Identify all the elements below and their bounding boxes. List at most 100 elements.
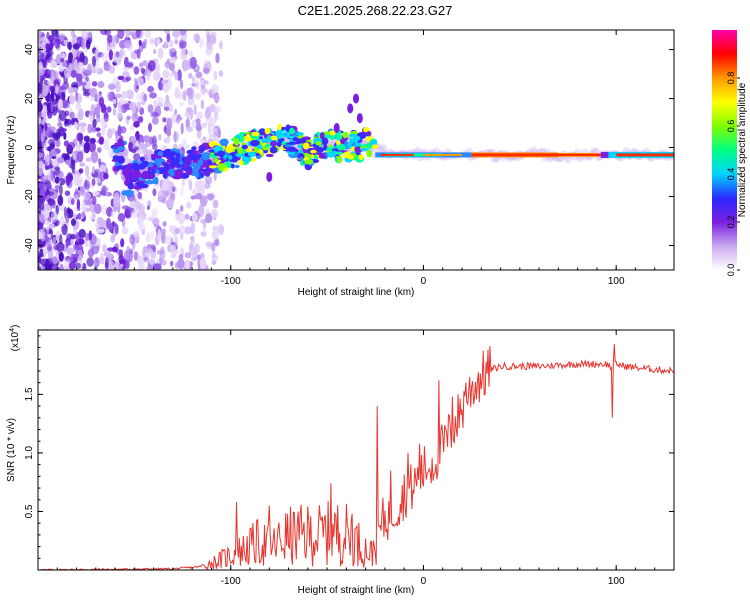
signal-blob xyxy=(148,173,155,179)
signal-blob xyxy=(321,137,329,145)
y-tick-label: 0.5 xyxy=(24,504,35,518)
noise-blob xyxy=(174,108,178,115)
noise-blob xyxy=(153,99,158,108)
noise-blob xyxy=(78,254,83,264)
noise-blob xyxy=(193,104,197,116)
noise-blob xyxy=(210,31,217,38)
signal-blob xyxy=(277,123,282,131)
noise-blob xyxy=(168,39,174,48)
noise-blob xyxy=(119,49,124,59)
chart-title: C2E1.2025.268.22.23.G27 xyxy=(297,3,453,18)
noise-blob xyxy=(85,157,92,162)
noise-blob xyxy=(137,116,143,123)
noise-blob xyxy=(110,234,115,243)
noise-blob xyxy=(117,213,126,222)
noise-blob xyxy=(81,202,87,211)
noise-blob xyxy=(139,107,145,115)
noise-blob xyxy=(173,130,177,143)
signal-blob xyxy=(329,130,336,137)
noise-blob xyxy=(200,86,207,96)
noise-blob xyxy=(140,100,146,106)
noise-blob xyxy=(45,164,50,170)
noise-blob xyxy=(178,253,184,261)
signal-blob xyxy=(296,132,304,136)
signal-blob xyxy=(326,147,333,152)
noise-blob xyxy=(41,118,47,124)
noise-blob xyxy=(112,108,117,116)
noise-blob xyxy=(185,144,190,149)
noise-blob xyxy=(158,133,162,141)
noise-blob xyxy=(186,126,194,133)
noise-blob xyxy=(166,117,173,130)
noise-blob xyxy=(175,209,180,215)
signal-blob xyxy=(353,93,359,104)
noise-blob xyxy=(162,69,170,79)
noise-blob xyxy=(97,81,105,88)
signal-blob xyxy=(202,152,211,156)
noise-blob xyxy=(69,261,76,270)
spectrogram-frame xyxy=(37,29,675,271)
noise-blob xyxy=(135,30,141,38)
noise-blob xyxy=(38,162,43,167)
noise-blob xyxy=(42,111,47,119)
noise-blob xyxy=(59,263,64,270)
noise-blob xyxy=(150,111,159,118)
noise-blob xyxy=(45,263,53,270)
signal-blob xyxy=(329,135,335,140)
signal-blob xyxy=(358,154,364,161)
noise-blob xyxy=(38,101,43,113)
noise-blob xyxy=(211,259,217,265)
spectrogram-y-axis: -40 -20 0 20 40 xyxy=(24,44,674,253)
noise-blob xyxy=(79,185,85,194)
noise-blob xyxy=(65,118,72,126)
noise-blob xyxy=(215,52,220,64)
noise-blob xyxy=(128,101,137,111)
noise-blob xyxy=(73,174,80,186)
noise-blob xyxy=(180,79,184,90)
signal-blob xyxy=(117,146,125,151)
noise-blob xyxy=(98,96,105,108)
noise-blob xyxy=(88,230,93,241)
noise-blob xyxy=(166,127,172,137)
signal-blob xyxy=(251,131,260,137)
signal-blob xyxy=(225,145,234,153)
noise-blob xyxy=(113,195,121,208)
noise-blob xyxy=(49,39,54,51)
noise-blob xyxy=(129,197,137,203)
noise-blob xyxy=(172,30,180,38)
noise-blob xyxy=(40,210,48,215)
signal-blob xyxy=(288,141,298,145)
noise-blob xyxy=(79,162,86,167)
noise-blob xyxy=(212,130,219,139)
x-tick-label: -100 xyxy=(221,276,241,287)
noise-blob xyxy=(180,186,184,197)
signal-blob xyxy=(310,149,317,154)
noise-blob xyxy=(72,213,77,219)
signal-blob xyxy=(123,173,132,178)
noise-blob xyxy=(148,122,152,133)
noise-blob xyxy=(79,122,87,127)
y-tick-label: 1.0 xyxy=(24,446,35,460)
signal-blob xyxy=(213,170,222,174)
noise-blob xyxy=(217,224,225,236)
noise-blob xyxy=(120,238,125,248)
signal-blob xyxy=(117,138,123,146)
noise-blob xyxy=(65,159,71,165)
noise-blob xyxy=(174,227,181,235)
signal-blob xyxy=(166,151,175,158)
signal-blob xyxy=(270,135,278,141)
signal-blob xyxy=(199,146,205,152)
noise-blob xyxy=(80,81,87,86)
noise-blob xyxy=(69,93,76,105)
noise-blob xyxy=(131,200,136,207)
noise-blob xyxy=(106,44,112,52)
noise-blob xyxy=(48,223,56,229)
noise-blob xyxy=(71,87,79,93)
noise-blob xyxy=(119,259,126,265)
noise-blob xyxy=(96,228,105,233)
noise-blob xyxy=(75,102,82,110)
noise-blob xyxy=(108,261,116,270)
y-tick-label: -20 xyxy=(24,189,35,204)
noise-blob xyxy=(90,95,95,102)
noise-blob xyxy=(130,124,134,131)
